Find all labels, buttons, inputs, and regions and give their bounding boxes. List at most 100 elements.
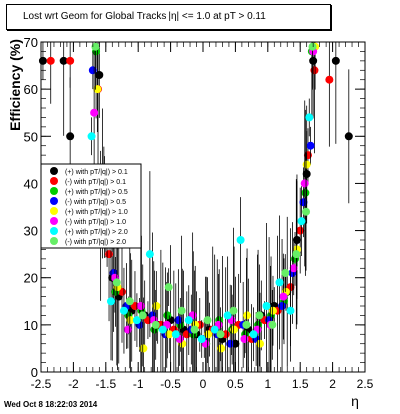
- y-tick-label: 70: [24, 35, 38, 50]
- data-point: [297, 217, 306, 226]
- x-tick-label: -1: [133, 377, 144, 391]
- legend-marker: [50, 237, 58, 245]
- data-point: [171, 330, 180, 339]
- data-point: [119, 306, 128, 315]
- x-tick-label: 2.5: [357, 377, 374, 391]
- data-point: [229, 306, 238, 315]
- x-tick-label: -2.5: [31, 377, 52, 391]
- data-point: [296, 226, 305, 235]
- axes: -2.5 -2 -1.5 -1 -0.5 0 0.5 1 1.5 2 2.5 0 10 20 30 40 50 6…: [7, 35, 374, 409]
- data-point: [306, 141, 315, 150]
- legend-marker: [50, 197, 58, 205]
- y-tick-label: 60: [24, 82, 38, 97]
- legend-entry: (+) with pT/|q|) > 0.5: [65, 189, 128, 196]
- data-point: [302, 207, 311, 216]
- data-point: [123, 325, 132, 334]
- y-tick-label: 50: [24, 129, 38, 144]
- legend-marker: [50, 207, 58, 215]
- data-point: [126, 316, 135, 325]
- legend-box: [40, 163, 142, 249]
- data-point: [177, 306, 186, 315]
- data-point: [236, 236, 245, 244]
- x-tick-label: -1.5: [95, 377, 116, 391]
- x-tick-label: 0: [200, 377, 207, 391]
- data-point: [256, 339, 265, 348]
- data-point: [275, 278, 284, 287]
- data-point: [59, 56, 68, 65]
- data-point: [223, 311, 232, 320]
- timestamp-footer: Wed Oct 8 18:22:03 2014: [4, 400, 98, 409]
- data-point: [87, 132, 96, 141]
- data-point: [204, 330, 213, 339]
- data-point: [152, 302, 161, 310]
- y-tick-label: 20: [24, 271, 38, 286]
- data-point: [132, 316, 141, 325]
- x-tick-label: 0.5: [227, 377, 244, 391]
- data-point: [243, 311, 252, 320]
- legend-entry: (-) with pT/|q|) > 1.0: [65, 219, 126, 226]
- data-point: [145, 250, 154, 259]
- data-point: [95, 71, 104, 79]
- chart-title-box: Lost wrt Geom for Global Tracks |η| <= 1.…: [6, 4, 331, 30]
- data-point: [344, 132, 353, 141]
- data-point: [262, 302, 271, 310]
- legend-entry: (+) with pT/|q|) > 1.0: [65, 209, 128, 216]
- data-point: [174, 316, 183, 325]
- data-point: [278, 302, 287, 310]
- legend-marker: [50, 187, 58, 195]
- legend-marker: [50, 167, 58, 175]
- data-point: [240, 335, 249, 343]
- legend-entry: (+) with pT/|q|) > 2.0: [65, 229, 128, 236]
- data-point: [289, 264, 298, 273]
- data-point: [66, 132, 75, 141]
- data-point: [281, 269, 290, 277]
- data-point: [151, 320, 160, 329]
- x-tick-label: 1: [264, 377, 271, 391]
- chart-title-cut: |η| <= 1.0 at pT > 0.11: [168, 11, 266, 22]
- data-point: [279, 292, 288, 301]
- x-tick-label: 2: [329, 377, 336, 391]
- data-point: [331, 56, 340, 65]
- data-point: [46, 56, 55, 65]
- data-point: [190, 325, 199, 334]
- data-point: [203, 316, 212, 325]
- legend-entry: (-) with pT/|q|) > 2.0: [65, 239, 126, 246]
- x-tick-label: -2: [68, 377, 79, 391]
- y-axis-title: Efficiency (%): [7, 39, 23, 131]
- chart-title: Lost wrt Geom for Global Tracks: [23, 11, 167, 22]
- data-point: [301, 188, 310, 197]
- data-point: [249, 330, 258, 339]
- data-point: [139, 344, 148, 353]
- data-point: [112, 278, 121, 287]
- y-tick-label: 0: [31, 365, 38, 380]
- x-axis-title: η: [351, 393, 359, 409]
- legend-entry: (-) with pT/|q|) > 0.5: [65, 199, 126, 206]
- legend-marker: [50, 227, 58, 235]
- legend-entry: (+) with pT/|q|) > 0.1: [65, 169, 128, 176]
- data-point: [286, 306, 295, 315]
- legend-marker: [50, 177, 58, 185]
- data-point: [226, 339, 235, 348]
- data-point: [216, 330, 225, 339]
- data-point: [66, 56, 75, 65]
- data-point: [136, 302, 145, 310]
- data-point: [197, 335, 206, 343]
- data-point: [242, 320, 251, 329]
- y-tick-label: 30: [24, 224, 38, 239]
- data-point: [300, 179, 309, 188]
- legend-entry: (-) with pT/|q|) > 0.1: [65, 179, 126, 186]
- data-point: [292, 250, 301, 259]
- data-point: [184, 316, 193, 325]
- data-markers: [38, 42, 353, 372]
- data-point: [138, 311, 147, 320]
- data-point: [210, 325, 219, 334]
- data-point: [165, 330, 174, 339]
- data-point: [217, 344, 226, 353]
- data-point: [255, 311, 264, 320]
- y-tick-label: 10: [24, 318, 38, 333]
- data-point: [106, 297, 115, 306]
- x-tick-label: 1.5: [292, 377, 309, 391]
- data-point: [305, 113, 314, 122]
- data-point: [125, 297, 134, 306]
